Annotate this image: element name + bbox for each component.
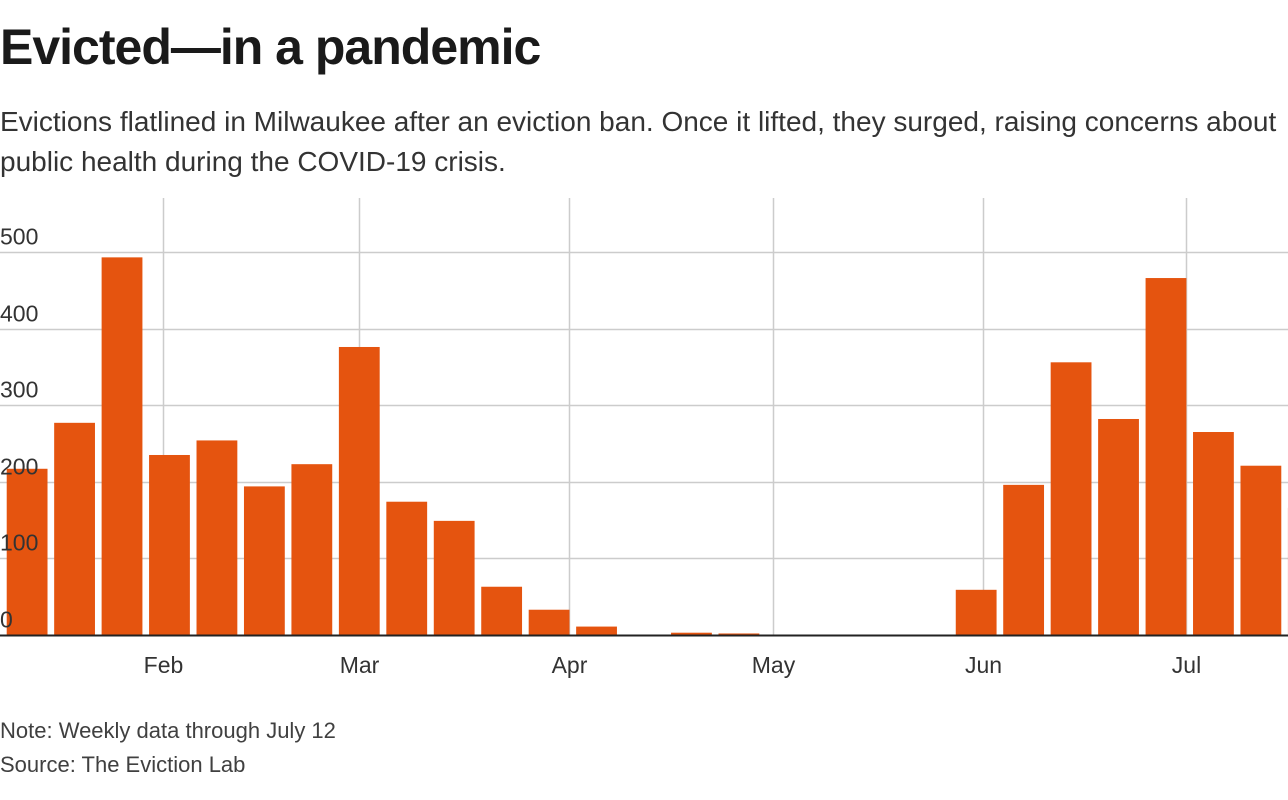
chart-source: Source: The Eviction Lab	[0, 752, 246, 777]
bar	[291, 464, 333, 635]
bar	[433, 520, 475, 635]
bar	[481, 586, 523, 635]
bar	[149, 454, 190, 635]
y-tick-label: 500	[0, 224, 38, 250]
bar	[1240, 465, 1282, 635]
bar	[1145, 278, 1187, 635]
bar	[1193, 432, 1234, 635]
x-tick-label: Mar	[340, 652, 380, 678]
bar	[54, 422, 95, 635]
bar	[1098, 418, 1139, 635]
bar	[386, 501, 428, 635]
x-tick-labels: Feb Mar Apr May Jun Jul	[144, 652, 1202, 678]
bar	[6, 468, 48, 635]
bar	[1050, 362, 1092, 635]
bar	[528, 609, 570, 635]
bar-series	[6, 257, 1288, 635]
x-tick-label: May	[752, 652, 796, 678]
y-tick-label: 0	[0, 607, 13, 633]
y-tick-label: 300	[0, 377, 38, 403]
chart-subtitle: Evictions flatlined in Milwaukee after a…	[0, 106, 1277, 177]
horizontal-gridlines	[0, 251, 1288, 560]
bar	[576, 626, 617, 635]
bar	[196, 440, 238, 635]
x-tick-label: Jun	[965, 652, 1002, 678]
chart-note: Note: Weekly data through July 12	[0, 718, 336, 743]
y-tick-label: 200	[0, 454, 38, 480]
bar	[718, 633, 760, 635]
bar	[101, 257, 143, 635]
bar	[338, 346, 380, 635]
y-tick-labels: 0 100 200 300 400 500	[0, 224, 38, 633]
bar	[1003, 484, 1045, 635]
bar	[955, 589, 997, 635]
bar	[671, 632, 712, 635]
x-tick-label: Feb	[144, 652, 184, 678]
bar-chart: 0 100 200 300 400 500 Feb Mar Apr May Jun Jul	[0, 198, 1288, 678]
y-tick-label: 400	[0, 301, 38, 327]
chart-title: Evicted—in a pandemic	[0, 19, 541, 75]
x-tick-label: Apr	[552, 652, 588, 678]
y-tick-label: 100	[0, 530, 38, 556]
bar	[243, 486, 285, 635]
x-tick-label: Jul	[1172, 652, 1201, 678]
